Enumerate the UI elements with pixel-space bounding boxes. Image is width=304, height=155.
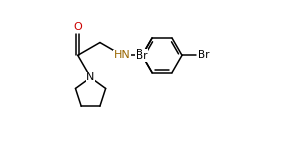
Text: Br: Br (136, 51, 147, 61)
Text: Br: Br (136, 49, 147, 59)
Text: O: O (73, 22, 82, 32)
Text: Br: Br (198, 50, 209, 60)
Text: N: N (86, 73, 95, 82)
Text: HN: HN (114, 50, 130, 60)
